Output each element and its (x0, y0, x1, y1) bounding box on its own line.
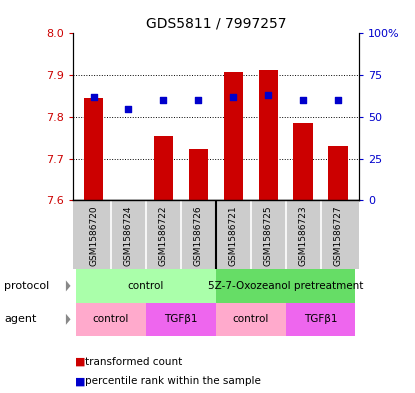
Bar (224, 72, 243, 200)
Text: ■: ■ (75, 376, 85, 386)
Text: GSM1586720: GSM1586720 (89, 205, 98, 266)
Text: TGFβ1: TGFβ1 (304, 314, 337, 324)
Text: protocol: protocol (4, 281, 49, 291)
Bar (293, 123, 313, 200)
Point (90, 94, 97, 100)
Point (265, 92, 271, 98)
Text: GSM1586722: GSM1586722 (159, 205, 168, 266)
Text: GSM1586727: GSM1586727 (334, 205, 342, 266)
Title: GDS5811 / 7997257: GDS5811 / 7997257 (146, 17, 286, 31)
Point (125, 105, 132, 112)
Text: GSM1586724: GSM1586724 (124, 205, 133, 266)
Text: percentile rank within the sample: percentile rank within the sample (85, 376, 261, 386)
Text: 5Z-7-Oxozeanol pretreatment: 5Z-7-Oxozeanol pretreatment (208, 281, 363, 291)
Point (335, 97, 342, 103)
Text: GSM1586725: GSM1586725 (264, 205, 273, 266)
Bar (76, 269, 216, 303)
Text: transformed count: transformed count (85, 356, 182, 367)
Point (230, 94, 237, 100)
Bar (259, 70, 278, 200)
Text: control: control (128, 281, 164, 291)
Text: agent: agent (4, 314, 37, 324)
Text: GSM1586721: GSM1586721 (229, 205, 238, 266)
Point (195, 97, 202, 103)
Text: TGFβ1: TGFβ1 (164, 314, 198, 324)
Point (300, 97, 306, 103)
Bar (146, 303, 216, 336)
Text: control: control (232, 314, 269, 324)
Bar (189, 149, 208, 200)
Bar (84, 98, 103, 200)
Bar (286, 303, 356, 336)
Text: GSM1586726: GSM1586726 (194, 205, 203, 266)
Bar (216, 269, 356, 303)
Bar (154, 136, 173, 200)
Bar (216, 303, 286, 336)
Bar (328, 146, 348, 200)
Text: ■: ■ (75, 356, 85, 367)
Text: control: control (93, 314, 129, 324)
Point (160, 97, 167, 103)
Bar (76, 303, 146, 336)
Text: GSM1586723: GSM1586723 (299, 205, 308, 266)
